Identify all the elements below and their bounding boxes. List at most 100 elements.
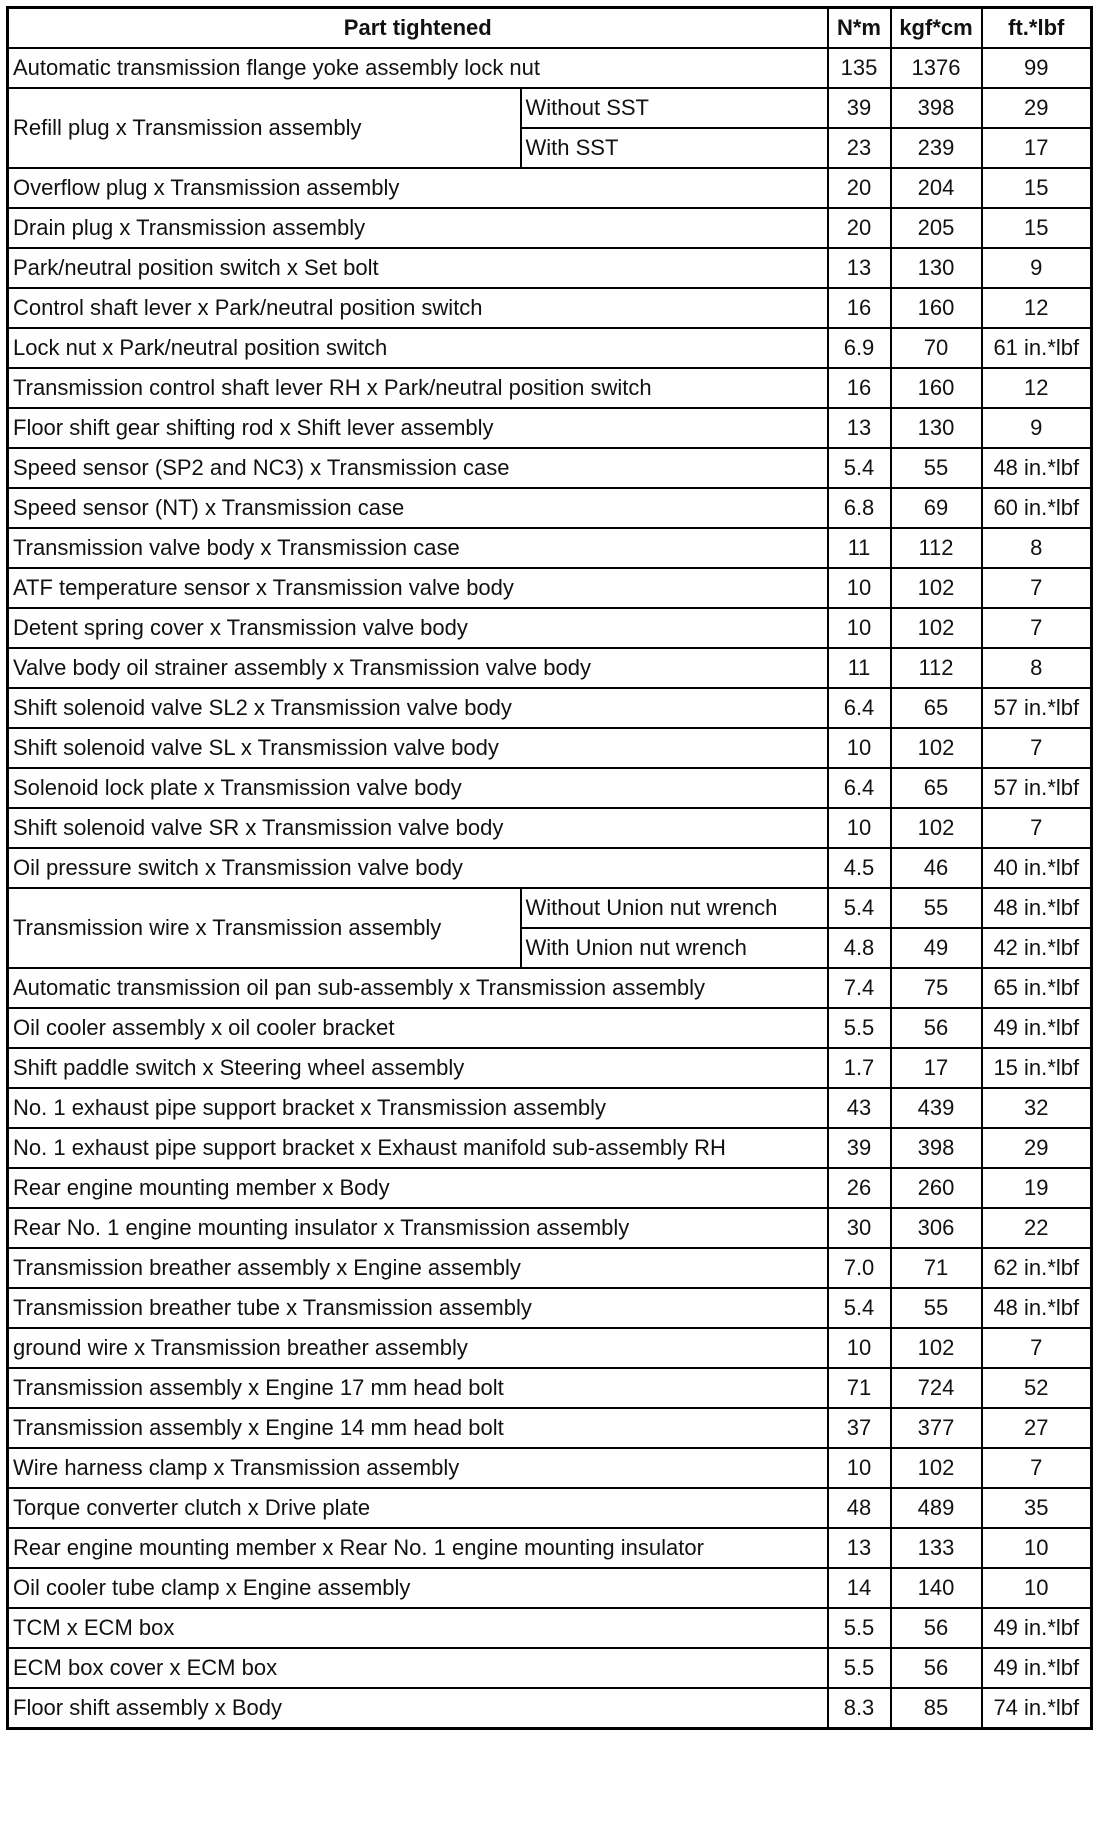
part-cell: Oil cooler assembly x oil cooler bracket	[6, 1007, 829, 1049]
part-cell: ground wire x Transmission breather asse…	[6, 1327, 829, 1369]
value-cell: 16	[826, 367, 892, 409]
value-cell: 1.7	[826, 1047, 892, 1089]
part-cell: Rear engine mounting member x Rear No. 1…	[6, 1527, 829, 1569]
header-row: Part tightened N*m kgf*cm ft.*lbf	[6, 6, 1093, 49]
value-cell: 112	[889, 527, 983, 569]
part-cell: TCM x ECM box	[6, 1607, 829, 1649]
value-cell: 56	[889, 1647, 983, 1689]
value-cell: 57 in.*lbf	[980, 687, 1093, 729]
value-cell: 112	[889, 647, 983, 689]
value-cell: 29	[980, 87, 1093, 129]
value-cell: 8	[980, 647, 1093, 689]
value-cell: 46	[889, 847, 983, 889]
part-cell: Park/neutral position switch x Set bolt	[6, 247, 829, 289]
value-cell: 7	[980, 607, 1093, 649]
part-cell: Floor shift gear shifting rod x Shift le…	[6, 407, 829, 449]
value-cell: 13	[826, 407, 892, 449]
table-row: Shift solenoid valve SR x Transmission v…	[6, 807, 1093, 849]
table-row: Lock nut x Park/neutral position switch 6…	[6, 327, 1093, 369]
table-row: Speed sensor (NT) x Transmission case 6.8…	[6, 487, 1093, 529]
value-cell: 10	[826, 727, 892, 769]
condition-cell: Without Union nut wrench	[519, 887, 829, 929]
value-cell: 10	[826, 567, 892, 609]
table-row: ECM box cover x ECM box 5.5 56 49 in.*lbf	[6, 1647, 1093, 1689]
table-row: Oil cooler assembly x oil cooler bracket…	[6, 1007, 1093, 1049]
value-cell: 65 in.*lbf	[980, 967, 1093, 1009]
value-cell: 10	[826, 607, 892, 649]
condition-cell: With SST	[519, 127, 829, 169]
value-cell: 19	[980, 1167, 1093, 1209]
value-cell: 99	[980, 47, 1093, 89]
value-cell: 60 in.*lbf	[980, 487, 1093, 529]
value-cell: 377	[889, 1407, 983, 1449]
value-cell: 7.4	[826, 967, 892, 1009]
value-cell: 74 in.*lbf	[980, 1687, 1093, 1730]
value-cell: 56	[889, 1007, 983, 1049]
value-cell: 8	[980, 527, 1093, 569]
value-cell: 5.4	[826, 1287, 892, 1329]
table-row: Transmission valve body x Transmission c…	[6, 527, 1093, 569]
value-cell: 5.5	[826, 1607, 892, 1649]
value-cell: 102	[889, 1447, 983, 1489]
table-row: No. 1 exhaust pipe support bracket x Tra…	[6, 1087, 1093, 1129]
table-row: With Union nut wrench 4.8 49 42 in.*lbf	[8, 927, 1093, 969]
value-cell: 20	[826, 167, 892, 209]
value-cell: 102	[889, 567, 983, 609]
part-cell: Transmission assembly x Engine 17 mm hea…	[6, 1367, 829, 1409]
value-cell: 8.3	[826, 1687, 892, 1730]
table-row: Drain plug x Transmission assembly 20 205 1…	[6, 207, 1093, 249]
value-cell: 55	[889, 887, 983, 929]
value-cell: 130	[889, 247, 983, 289]
part-cell: Rear engine mounting member x Body	[6, 1167, 829, 1209]
part-cell: Rear No. 1 engine mounting insulator x T…	[6, 1207, 829, 1249]
value-cell: 11	[826, 647, 892, 689]
value-cell: 52	[980, 1367, 1093, 1409]
part-cell: Transmission assembly x Engine 14 mm hea…	[6, 1407, 829, 1449]
part-cell: Overflow plug x Transmission assembly	[6, 167, 829, 209]
value-cell: 43	[826, 1087, 892, 1129]
value-cell: 140	[889, 1567, 983, 1609]
value-cell: 135	[826, 47, 892, 89]
value-cell: 39	[826, 87, 892, 129]
value-cell: 75	[889, 967, 983, 1009]
value-cell: 10	[980, 1527, 1093, 1569]
part-cell: Refill plug x Transmission assembly	[6, 87, 522, 169]
value-cell: 102	[889, 807, 983, 849]
part-cell: Shift solenoid valve SL x Transmission v…	[6, 727, 829, 769]
value-cell: 62 in.*lbf	[980, 1247, 1093, 1289]
value-cell: 17	[980, 127, 1093, 169]
table-row: Oil cooler tube clamp x Engine assembly 1…	[6, 1567, 1093, 1609]
table-row: Wire harness clamp x Transmission assemb…	[6, 1447, 1093, 1489]
table-row: Shift solenoid valve SL x Transmission v…	[6, 727, 1093, 769]
part-cell: Transmission breather assembly x Engine …	[6, 1247, 829, 1289]
value-cell: 49 in.*lbf	[980, 1647, 1093, 1689]
value-cell: 39	[826, 1127, 892, 1169]
value-cell: 724	[889, 1367, 983, 1409]
part-cell: ATF temperature sensor x Transmission va…	[6, 567, 829, 609]
header-cell: ft.*lbf	[980, 6, 1093, 49]
value-cell: 160	[889, 287, 983, 329]
value-cell: 6.8	[826, 487, 892, 529]
table-row: Detent spring cover x Transmission valve…	[6, 607, 1093, 649]
value-cell: 48 in.*lbf	[980, 1287, 1093, 1329]
part-cell: Automatic transmission oil pan sub-assem…	[6, 967, 829, 1009]
value-cell: 306	[889, 1207, 983, 1249]
table-row: Speed sensor (SP2 and NC3) x Transmissio…	[6, 447, 1093, 489]
table-row: Rear engine mounting member x Body 26 260 1…	[6, 1167, 1093, 1209]
value-cell: 13	[826, 247, 892, 289]
value-cell: 42 in.*lbf	[980, 927, 1093, 969]
part-cell: No. 1 exhaust pipe support bracket x Tra…	[6, 1087, 829, 1129]
header-cell: kgf*cm	[889, 6, 983, 49]
table-row: Overflow plug x Transmission assembly 20 2…	[6, 167, 1093, 209]
value-cell: 204	[889, 167, 983, 209]
value-cell: 14	[826, 1567, 892, 1609]
condition-cell: With Union nut wrench	[519, 927, 829, 969]
table-row: Shift paddle switch x Steering wheel ass…	[6, 1047, 1093, 1089]
part-cell: Shift paddle switch x Steering wheel ass…	[6, 1047, 829, 1089]
table-row: No. 1 exhaust pipe support bracket x Exh…	[6, 1127, 1093, 1169]
part-cell: Drain plug x Transmission assembly	[6, 207, 829, 249]
part-cell: Valve body oil strainer assembly x Trans…	[6, 647, 829, 689]
part-cell: Oil cooler tube clamp x Engine assembly	[6, 1567, 829, 1609]
table-row: Transmission breather tube x Transmissio…	[6, 1287, 1093, 1329]
